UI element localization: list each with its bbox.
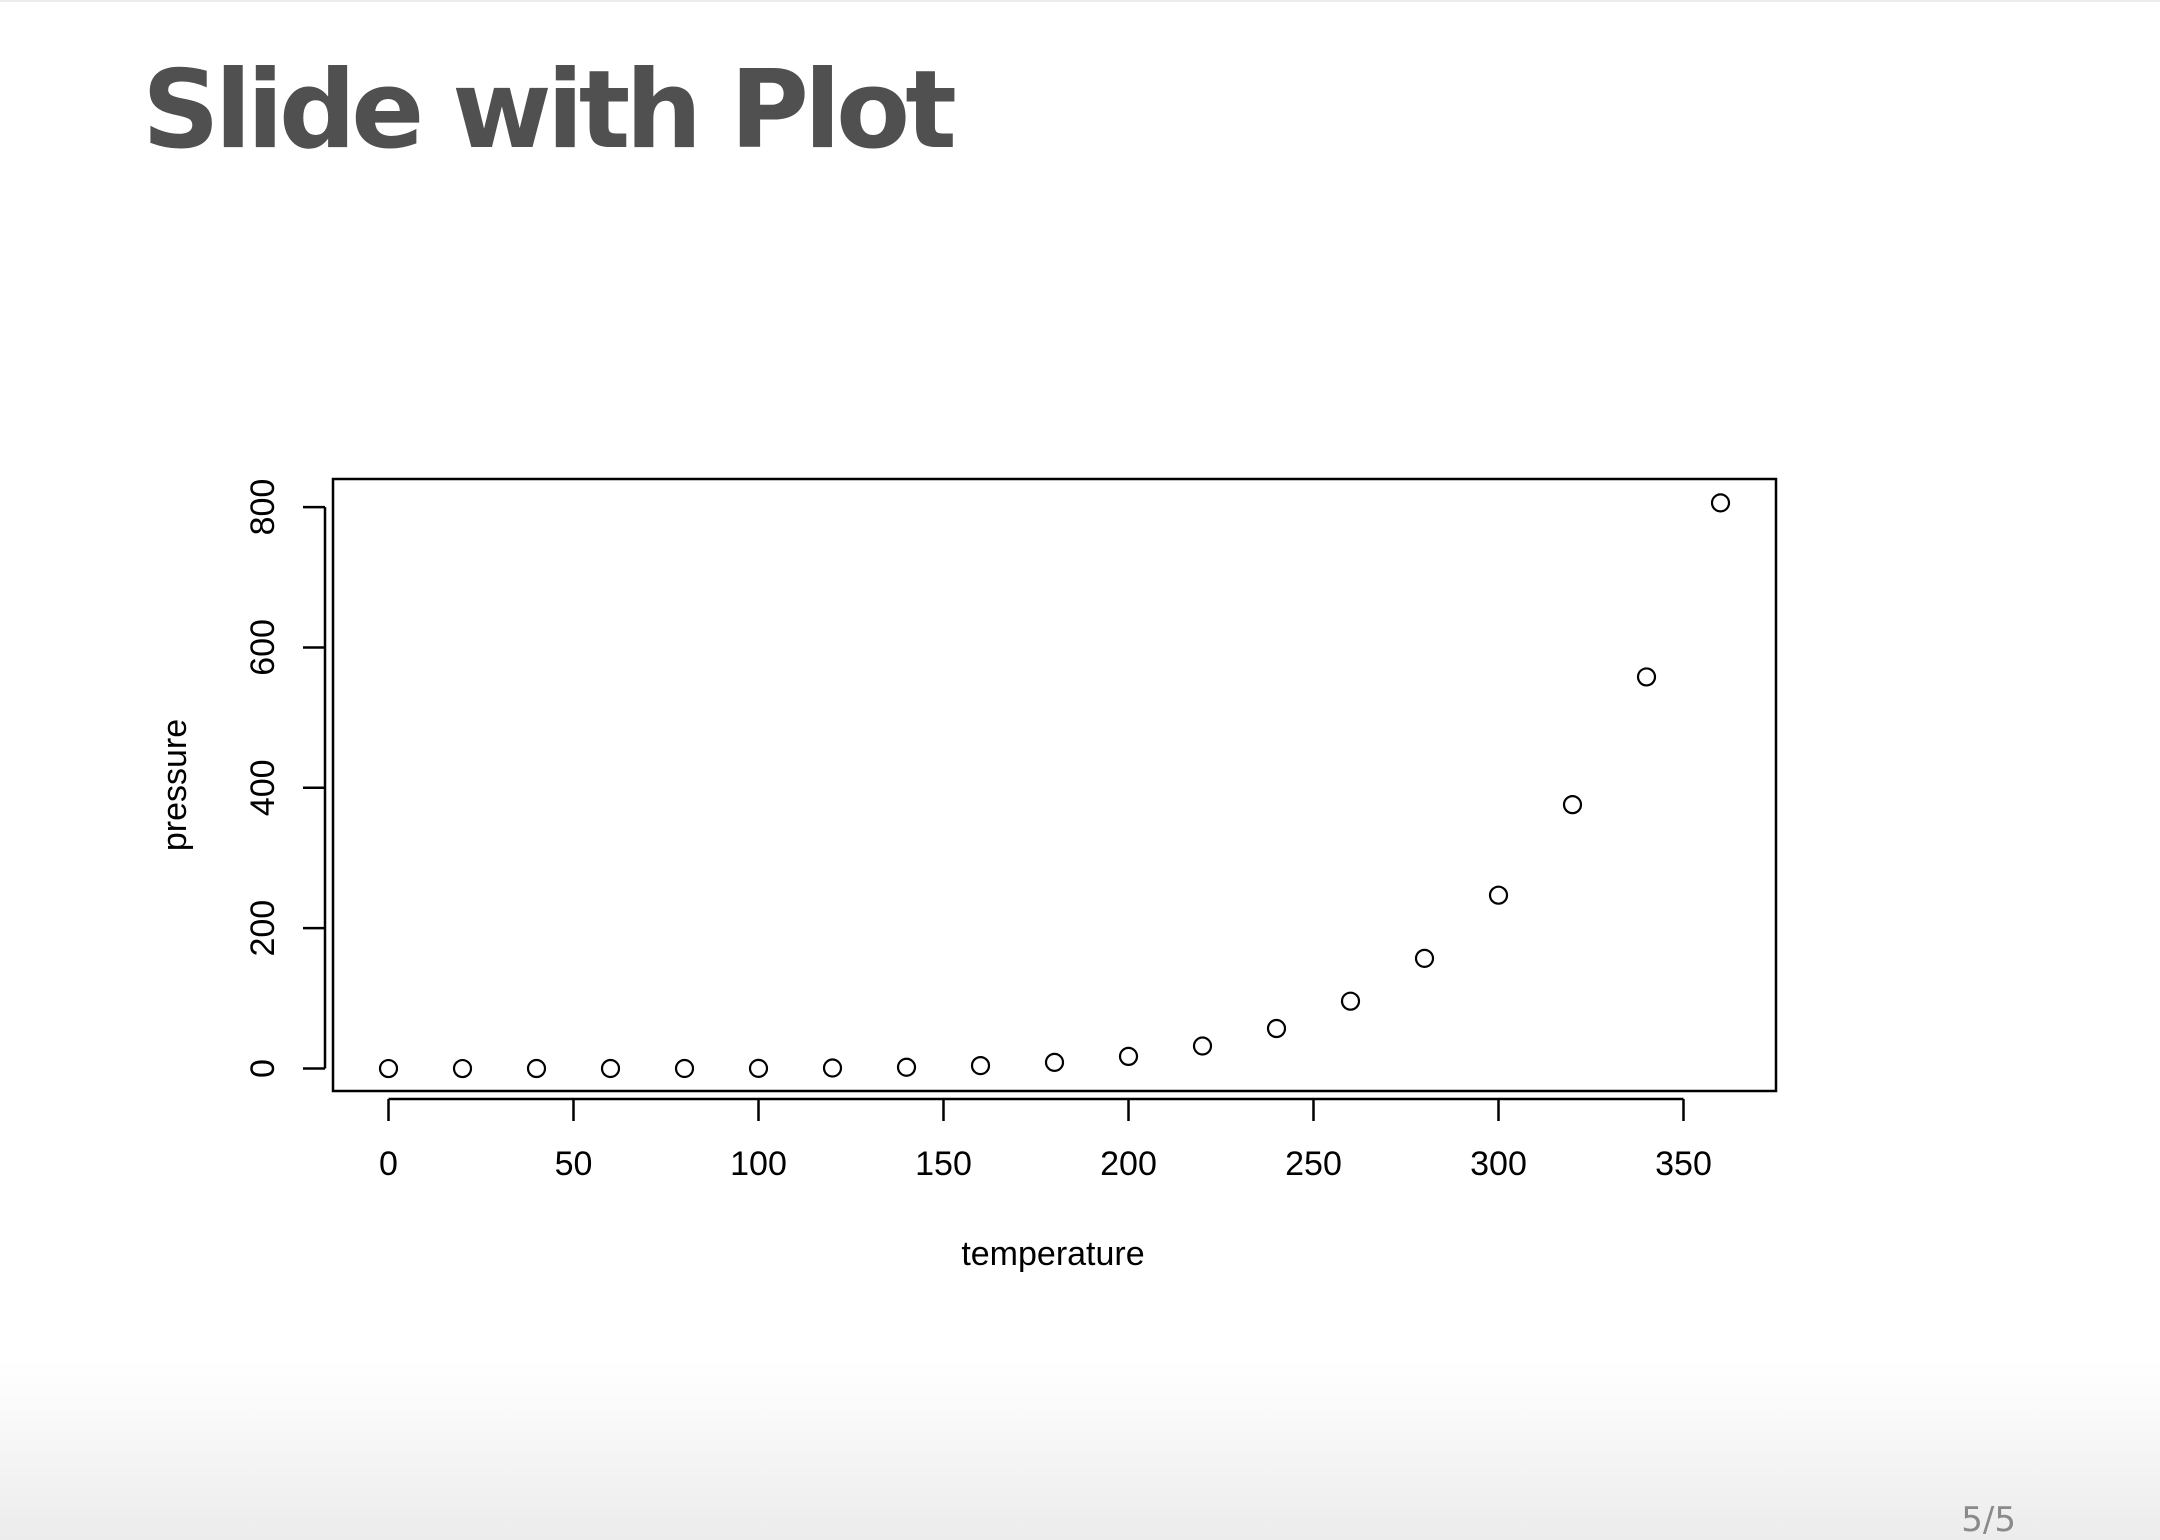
data-point <box>1266 1018 1287 1039</box>
data-points <box>378 493 1731 1079</box>
x-tick-label: 0 <box>379 1145 398 1183</box>
data-point <box>1118 1046 1139 1066</box>
x-tick-label: 50 <box>555 1145 593 1183</box>
x-axis: 0 50 100 150 200 250 300 350 <box>379 1097 1712 1183</box>
y-tick-label: 400 <box>244 759 282 816</box>
y-tick-label: 600 <box>244 619 282 676</box>
y-axis-label: pressure <box>156 719 194 851</box>
data-point <box>1044 1052 1065 1072</box>
slide-title: Slide with Plot <box>142 48 957 173</box>
data-point <box>822 1058 843 1078</box>
data-point <box>1488 885 1509 905</box>
data-point <box>674 1058 695 1079</box>
data-point <box>526 1058 547 1079</box>
data-point <box>970 1055 991 1076</box>
x-tick-label: 200 <box>1100 1145 1157 1183</box>
x-tick-label: 350 <box>1655 1145 1712 1183</box>
top-rule <box>0 0 2160 2</box>
data-point <box>1562 795 1583 815</box>
plot-frame <box>331 477 1778 1093</box>
data-point <box>1192 1036 1213 1056</box>
footer-band: 5/5 <box>0 1360 2160 1540</box>
data-point <box>1340 991 1361 1011</box>
data-point <box>452 1058 473 1079</box>
data-point <box>378 1058 399 1079</box>
slide-number: 5/5 <box>1961 1500 2016 1540</box>
y-axis: 0 200 400 600 800 <box>244 479 327 1078</box>
x-tick-label: 100 <box>730 1145 787 1183</box>
data-point <box>896 1057 917 1077</box>
x-axis-label: temperature <box>961 1235 1144 1273</box>
y-tick-label: 200 <box>244 900 282 957</box>
x-tick-label: 150 <box>915 1145 972 1183</box>
x-tick-label: 250 <box>1285 1145 1342 1183</box>
plot-box <box>331 477 1778 1093</box>
data-point <box>1414 948 1435 968</box>
x-tick-label: 300 <box>1470 1145 1527 1183</box>
y-tick-label: 800 <box>244 479 282 536</box>
data-point <box>600 1058 621 1079</box>
y-tick-label: 0 <box>244 1059 282 1078</box>
data-point <box>1636 667 1657 687</box>
data-point <box>748 1058 769 1078</box>
data-point <box>1710 493 1731 513</box>
